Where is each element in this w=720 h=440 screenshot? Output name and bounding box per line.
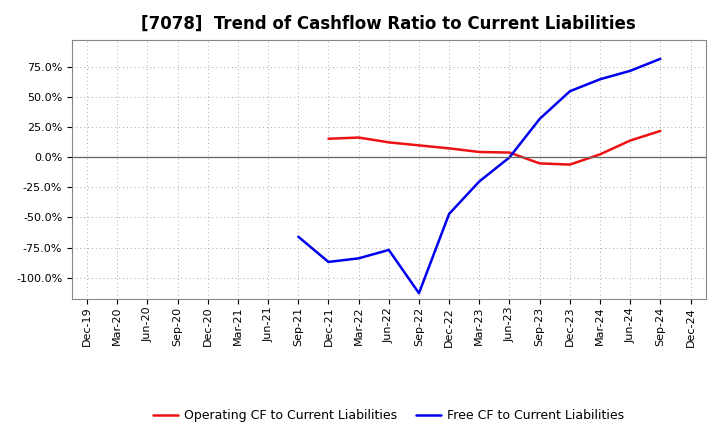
Operating CF to Current Liabilities (324, 136, 333, 141)
Operating CF to Current Liabilities (505, 150, 514, 155)
Operating CF to Current Liabilities (626, 138, 634, 143)
Free CF to Current Liabilities (505, 155, 514, 160)
Free CF to Current Liabilities (595, 77, 604, 82)
Free CF to Current Liabilities (475, 179, 484, 184)
Line: Operating CF to Current Liabilities: Operating CF to Current Liabilities (328, 131, 660, 165)
Free CF to Current Liabilities (354, 256, 363, 261)
Free CF to Current Liabilities (384, 247, 393, 253)
Free CF to Current Liabilities (565, 88, 574, 94)
Line: Free CF to Current Liabilities: Free CF to Current Liabilities (298, 59, 660, 293)
Free CF to Current Liabilities (415, 290, 423, 296)
Free CF to Current Liabilities (294, 234, 302, 239)
Free CF to Current Liabilities (536, 116, 544, 121)
Free CF to Current Liabilities (324, 259, 333, 264)
Operating CF to Current Liabilities (475, 149, 484, 154)
Operating CF to Current Liabilities (445, 146, 454, 151)
Operating CF to Current Liabilities (656, 128, 665, 134)
Operating CF to Current Liabilities (595, 152, 604, 157)
Legend: Operating CF to Current Liabilities, Free CF to Current Liabilities: Operating CF to Current Liabilities, Fre… (148, 404, 629, 427)
Free CF to Current Liabilities (656, 56, 665, 62)
Operating CF to Current Liabilities (536, 161, 544, 166)
Free CF to Current Liabilities (445, 211, 454, 216)
Free CF to Current Liabilities (626, 68, 634, 73)
Operating CF to Current Liabilities (415, 143, 423, 148)
Operating CF to Current Liabilities (384, 140, 393, 145)
Operating CF to Current Liabilities (565, 162, 574, 167)
Title: [7078]  Trend of Cashflow Ratio to Current Liabilities: [7078] Trend of Cashflow Ratio to Curren… (141, 15, 636, 33)
Operating CF to Current Liabilities (354, 135, 363, 140)
